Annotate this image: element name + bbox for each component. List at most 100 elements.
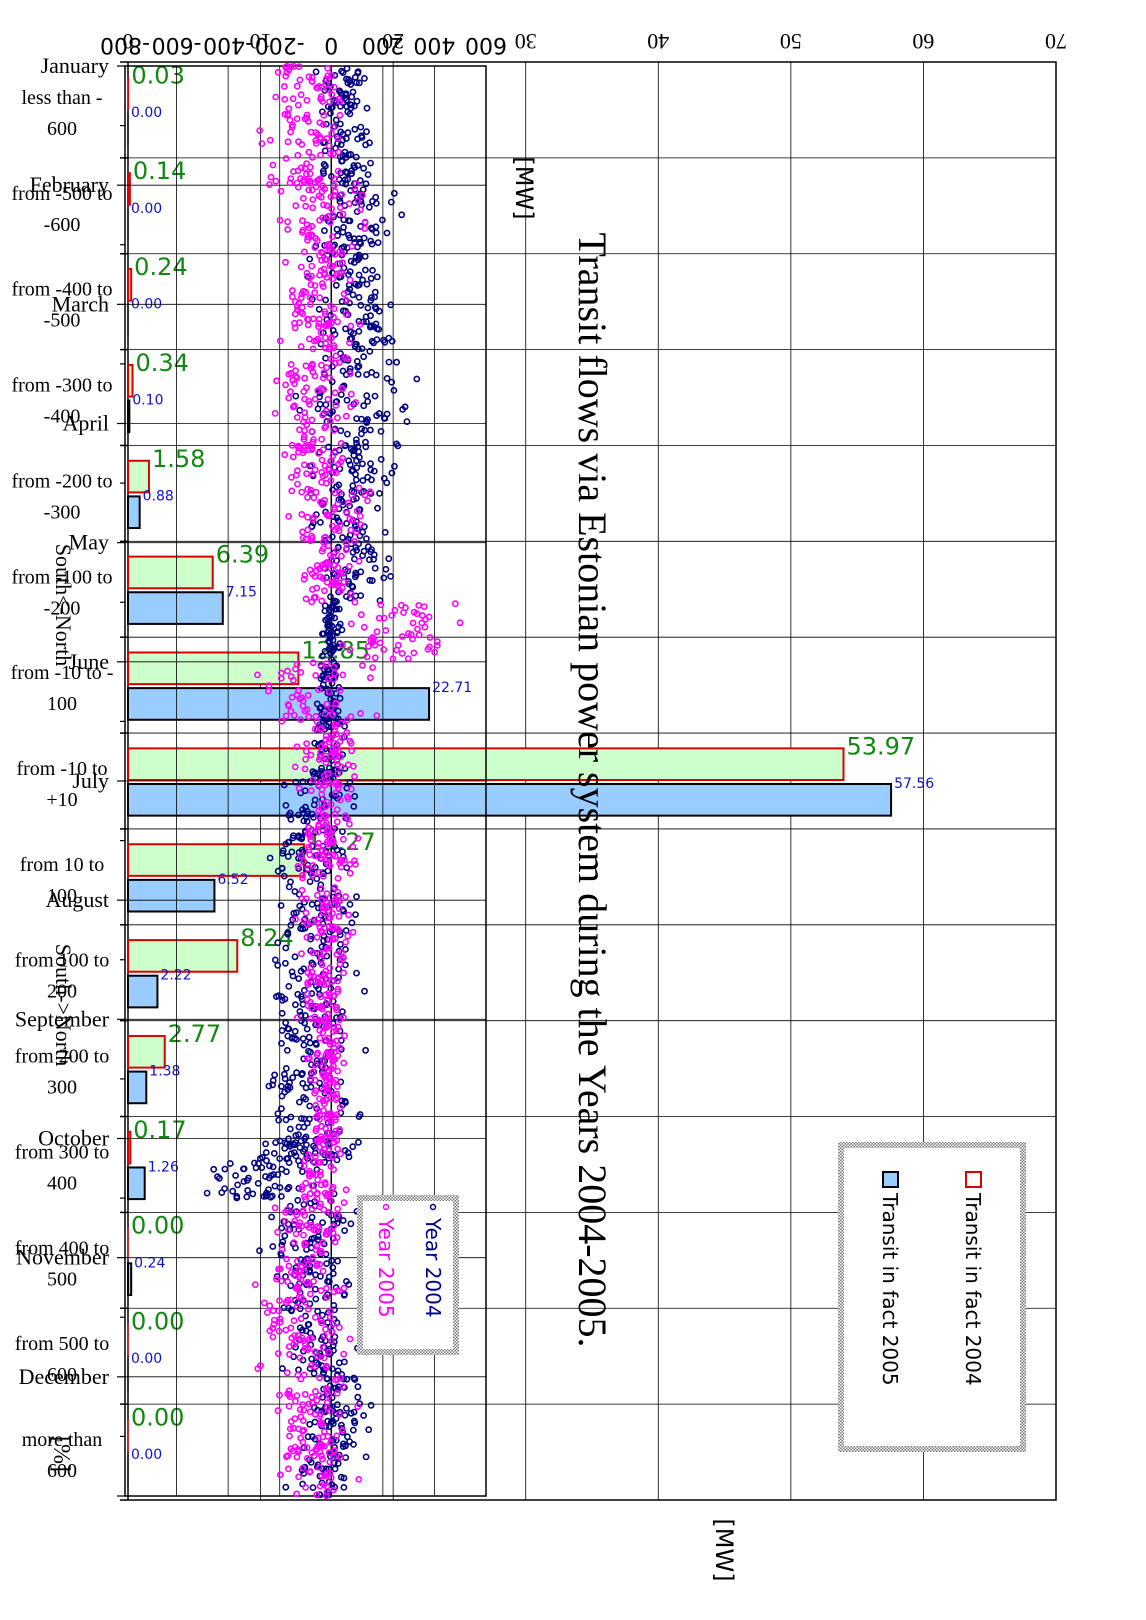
point-2004 [245, 1174, 252, 1182]
point-2005 [313, 1020, 321, 1027]
point-2004 [317, 881, 325, 889]
point-2004 [348, 93, 356, 101]
point-2005 [298, 950, 305, 958]
bar-2004 [127, 363, 134, 398]
point-2005 [319, 1267, 327, 1275]
point-2004 [298, 1115, 305, 1122]
point-2005 [409, 619, 417, 627]
point-2004 [312, 1271, 319, 1279]
point-2004 [288, 1034, 296, 1041]
bar-2004 [126, 555, 214, 590]
point-2005 [311, 1061, 319, 1069]
point-2005 [317, 329, 325, 337]
point-2005 [296, 1354, 304, 1362]
point-2005 [355, 1476, 363, 1483]
point-2005 [290, 676, 297, 684]
point-2005 [284, 138, 292, 146]
point-2005 [302, 747, 310, 755]
point-2005 [307, 787, 315, 794]
point-2004 [282, 959, 289, 967]
point-2005 [299, 226, 307, 234]
scatter-legend: Year 2004 Year 2005 [357, 1195, 459, 1355]
histogram-category-label-line: 600 [47, 118, 77, 140]
point-2005 [409, 635, 416, 643]
point-2005 [318, 725, 325, 732]
point-2005 [316, 949, 324, 957]
point-2005 [304, 485, 312, 493]
point-2004 [413, 375, 421, 383]
point-2005 [317, 1158, 324, 1166]
point-2005 [307, 281, 315, 289]
point-2005 [289, 95, 297, 103]
point-2005 [329, 1154, 336, 1161]
point-2005 [342, 296, 350, 304]
histogram-category-label-line: 200 [47, 981, 77, 1003]
point-2004 [388, 337, 396, 345]
point-2005 [351, 538, 358, 545]
point-2004 [339, 1217, 347, 1224]
point-2005 [299, 534, 307, 542]
point-2005 [355, 484, 363, 492]
point-2005 [304, 865, 312, 872]
point-2005 [324, 1048, 331, 1056]
point-2005 [306, 1408, 314, 1416]
point-2005 [315, 919, 322, 927]
point-2004 [339, 906, 347, 914]
histogram-category-label-line: 100 [47, 693, 77, 715]
point-2004 [315, 770, 323, 777]
point-2004 [329, 1407, 337, 1415]
point-2004 [346, 285, 354, 293]
point-2005 [323, 1284, 330, 1292]
point-2004 [363, 392, 371, 400]
histogram-category-label-line: from 100 to [15, 950, 109, 972]
point-2005 [326, 374, 333, 382]
point-2004 [318, 764, 325, 772]
point-2005 [315, 868, 323, 876]
point-2005 [331, 489, 339, 497]
point-2004 [334, 1460, 342, 1467]
point-2005 [293, 1211, 301, 1219]
point-2004 [323, 1260, 330, 1267]
point-2005 [309, 368, 317, 376]
point-2004 [265, 1082, 273, 1090]
point-2005 [346, 1335, 354, 1343]
point-2005 [389, 655, 397, 663]
histogram-category-label: from -100 to -200 [11, 566, 112, 619]
point-2005 [315, 83, 323, 90]
point-2005 [282, 155, 290, 162]
point-2005 [324, 395, 332, 403]
point-2004 [334, 1257, 341, 1265]
point-2005 [331, 728, 339, 735]
point-2005 [306, 400, 313, 408]
point-2005 [336, 1324, 343, 1331]
bar-2005 [126, 974, 159, 1009]
point-2005 [294, 862, 302, 870]
point-2004 [313, 1041, 320, 1048]
point-2004 [299, 1326, 306, 1334]
point-2005 [304, 692, 312, 699]
point-2005 [317, 885, 325, 893]
point-2004 [283, 1047, 291, 1054]
point-2005 [304, 1305, 312, 1313]
point-2004 [339, 157, 346, 165]
point-2004 [364, 416, 371, 423]
point-2004 [310, 1142, 317, 1150]
point-2004 [346, 779, 354, 786]
point-2005 [305, 1151, 313, 1159]
point-2004 [329, 326, 337, 334]
point-2005 [297, 91, 305, 99]
point-2004 [265, 1174, 273, 1182]
point-2005 [352, 528, 360, 536]
point-2005 [329, 275, 336, 283]
point-2005 [334, 460, 342, 468]
legend-label-2005: Transit in fact 2005 [878, 1192, 902, 1386]
point-2005 [342, 1186, 350, 1194]
point-2005 [339, 671, 347, 679]
point-2005 [315, 323, 322, 331]
point-2004 [355, 79, 363, 87]
histogram-category-label: from -300 to -400 [11, 375, 112, 428]
point-2004 [374, 504, 381, 512]
point-2005 [319, 872, 327, 880]
point-2004 [345, 217, 352, 225]
point-2005 [343, 509, 351, 517]
